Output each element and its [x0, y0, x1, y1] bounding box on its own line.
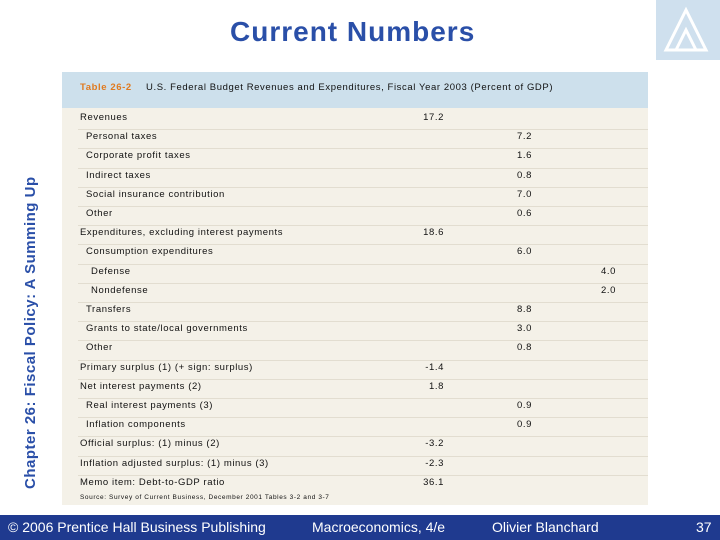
row-line — [78, 129, 648, 131]
row-label: Net interest payments (2) — [80, 380, 202, 392]
row-label: Consumption expenditures — [86, 246, 214, 258]
row-value: -1.4 — [425, 361, 444, 373]
row-line — [78, 282, 648, 284]
row-value: 18.6 — [423, 227, 444, 239]
row-label: Other — [86, 342, 113, 354]
row-label: Social insurance contribution — [86, 188, 225, 200]
row-label: Nondefense — [91, 284, 149, 296]
logo — [663, 6, 709, 52]
row-value: -2.3 — [425, 457, 444, 469]
row-line — [78, 244, 648, 246]
copyright: © 2006 Prentice Hall Business Publishing — [8, 519, 266, 535]
row-value: 6.0 — [516, 246, 532, 258]
row-label: Memo item: Debt-to-GDP ratio — [80, 476, 225, 488]
row-value: 17.2 — [423, 112, 444, 123]
row-line — [78, 263, 648, 265]
row-label: Primary surplus (1) (+ sign: surplus) — [80, 361, 253, 373]
row-line — [78, 206, 648, 207]
row-label: Transfers — [86, 304, 132, 315]
page-number: 37 — [696, 519, 712, 535]
row-label: Revenues — [80, 112, 128, 123]
row-label: Inflation adjusted surplus: (1) minus (3… — [80, 457, 269, 469]
row-line — [78, 417, 648, 419]
row-value: 7.2 — [516, 131, 532, 143]
row-label: Other — [86, 208, 113, 219]
row-line — [78, 359, 648, 361]
table — [62, 72, 648, 505]
row-label: Defense — [91, 265, 131, 277]
row-label: Indirect taxes — [86, 169, 151, 181]
row-value: 0.8 — [516, 169, 532, 181]
row-value: 4.0 — [600, 265, 616, 277]
row-value: 0.9 — [516, 400, 532, 411]
book-title: Macroeconomics, 4/e — [312, 519, 446, 535]
row-line — [78, 148, 648, 150]
row-line — [78, 302, 648, 303]
row-label: Inflation components — [86, 419, 186, 431]
row-value: 36.1 — [423, 476, 444, 488]
row-line — [78, 436, 648, 438]
caption-text: U.S. Federal Budget Revenues and Expendi… — [146, 82, 554, 93]
sidebar-title: Chapter 26: Fiscal Policy: A Summing Up — [22, 176, 39, 489]
row-value: 0.6 — [516, 208, 532, 219]
row-label: Corporate profit taxes — [86, 150, 191, 162]
slide-title: Current Numbers — [230, 16, 476, 47]
row-value: 2.0 — [600, 284, 616, 296]
row-label: Expenditures, excluding interest payment… — [80, 227, 284, 239]
table-caption-band — [62, 72, 648, 108]
row-line — [78, 186, 648, 188]
row-line — [78, 455, 648, 457]
row-label: Grants to state/local governments — [86, 323, 248, 335]
caption-label: Table 26-2 — [80, 82, 132, 93]
row-line — [78, 225, 648, 227]
row-label: Personal taxes — [86, 131, 158, 143]
row-value: 8.8 — [516, 304, 532, 315]
row-line — [78, 378, 648, 380]
footer-bar — [0, 515, 720, 540]
author: Olivier Blanchard — [492, 519, 599, 535]
row-line — [78, 340, 648, 342]
row-value: 3.0 — [516, 323, 532, 335]
row-line — [78, 398, 648, 399]
row-line — [78, 167, 648, 169]
row-label: Real interest payments (3) — [86, 400, 214, 411]
row-value: 7.0 — [516, 188, 532, 200]
row-value: 1.8 — [428, 380, 444, 392]
source-note: Source: Survey of Current Business, Dece… — [80, 494, 330, 501]
row-value: 0.9 — [516, 419, 532, 431]
row-value: 1.6 — [516, 150, 532, 162]
row-value: 0.8 — [516, 342, 532, 354]
row-value: -3.2 — [425, 438, 444, 450]
row-line — [78, 474, 648, 476]
row-line — [78, 321, 648, 323]
row-label: Official surplus: (1) minus (2) — [80, 438, 220, 450]
logo-box — [656, 0, 720, 60]
